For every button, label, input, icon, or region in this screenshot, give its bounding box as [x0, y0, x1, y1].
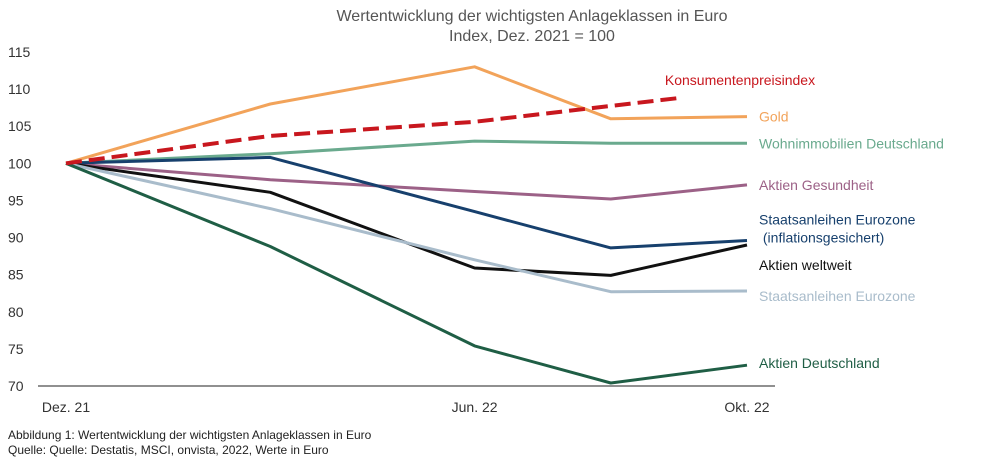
y-tick-label: 90: [8, 230, 24, 246]
series-line-aktien-deutschland: [65, 161, 748, 385]
y-axis-ticks: 115 110 105 100 95 90 85 80 75 70: [8, 44, 32, 394]
series-label: Staatsanleihen Eurozone: [759, 288, 916, 304]
y-tick-label: 85: [8, 267, 24, 283]
series-line-wohnimmobilien-deutschland: [65, 139, 747, 165]
chart-title: Wertentwicklung der wichtigsten Anlagekl…: [336, 8, 727, 25]
series-label: (inflationsgesichert): [759, 230, 884, 246]
series-lines: [65, 65, 748, 385]
y-tick-label: 80: [8, 304, 24, 320]
x-axis-ticks: Dez. 21 Jun. 22 Okt. 22: [42, 399, 770, 415]
chart-subtitle: Index, Dez. 2021 = 100: [449, 28, 615, 45]
series-label: Aktien Deutschland: [759, 355, 880, 371]
x-tick-label: Okt. 22: [724, 399, 769, 415]
figure-caption: Abbildung 1: Wertentwicklung der wichtig…: [8, 428, 372, 442]
series-label: Aktien weltweit: [759, 257, 852, 273]
x-tick-label: Jun. 22: [452, 399, 498, 415]
series-line-staatsanleihen-eurozone: [65, 161, 748, 294]
series-label: Gold: [759, 109, 789, 125]
series-label: Staatsanleihen Eurozone: [759, 212, 916, 228]
series-line-staatsanleihen-eurozone-inflationsgesichert: [65, 155, 748, 250]
y-tick-label: 105: [8, 118, 32, 134]
y-tick-label: 95: [8, 192, 24, 208]
series-line-aktien-weltweit: [65, 161, 748, 277]
series-label: Wohnimmobilien Deutschland: [759, 135, 944, 151]
y-tick-label: 110: [8, 81, 31, 97]
series-line-gold: [65, 65, 748, 165]
y-tick-label: 70: [8, 378, 24, 394]
line-chart: Wertentwicklung der wichtigsten Anlagekl…: [8, 8, 944, 415]
series-labels: Konsumentenpreisindex Gold Wohnimmobilien …: [665, 72, 944, 371]
y-tick-label: 100: [8, 155, 32, 171]
source-note: Quelle: Quelle: Destatis, MSCI, onvista,…: [8, 443, 329, 457]
y-tick-label: 115: [8, 44, 31, 60]
series-line-konsumentenpreisindex: [65, 96, 680, 166]
y-tick-label: 75: [8, 341, 24, 357]
series-line-aktien-gesundheit: [65, 161, 748, 201]
x-tick-label: Dez. 21: [42, 399, 90, 415]
series-label: Aktien Gesundheit: [759, 177, 874, 193]
series-label: Konsumentenpreisindex: [665, 72, 815, 88]
